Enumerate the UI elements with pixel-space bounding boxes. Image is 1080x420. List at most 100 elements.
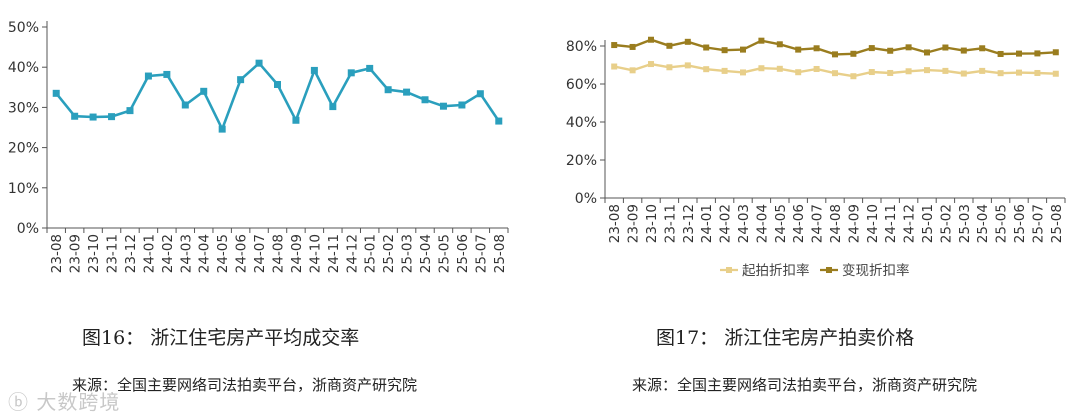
x-tick-label: 24-09: [846, 204, 862, 243]
y-tick-label: 60%: [566, 77, 597, 93]
x-tick-label: 24-05: [215, 234, 231, 273]
figure-17-title: 图17： 浙江住宅房产拍卖价格: [656, 327, 915, 349]
series-1-point: [832, 70, 838, 77]
x-tick-label: 23-08: [607, 204, 623, 243]
series-2-point: [703, 44, 710, 51]
x-tick-label: 25-02: [381, 234, 397, 273]
series-2-point: [960, 47, 967, 54]
x-tick-label: 24-02: [718, 204, 734, 243]
watermark-icon: ⓑ: [8, 390, 29, 414]
x-tick-label: 24-12: [902, 204, 918, 243]
series-1-point: [218, 125, 226, 133]
series-2-point: [813, 45, 820, 52]
y-tick-label: 0%: [17, 221, 39, 237]
series-2-point: [666, 42, 673, 49]
series-1-point: [347, 69, 355, 77]
chart-right: 0%20%40%60%80%23-08 23-09 23-10 23-11 23-12 2…: [566, 36, 1066, 279]
legend-label: 变现折扣率: [842, 262, 910, 279]
x-tick-label: 25-03: [400, 234, 416, 273]
x-tick-label: 24-01: [699, 204, 715, 243]
x-tick-label: 23-11: [105, 234, 121, 273]
series-1-point: [126, 107, 134, 115]
x-tick-label: 25-04: [418, 234, 434, 273]
series-2-point: [997, 50, 1004, 57]
y-tick-label: 40%: [566, 115, 597, 131]
x-tick-label: 24-04: [197, 234, 213, 273]
y-tick-label: 80%: [566, 39, 597, 55]
series-1-point: [813, 65, 820, 72]
figure-16-title: 图16： 浙江住宅房产平均成交率: [82, 327, 360, 349]
x-tick-label: 23-10: [644, 204, 660, 243]
x-tick-label: 25-07: [473, 234, 489, 273]
x-tick-label: 23-11: [662, 204, 678, 243]
series-2-point: [776, 41, 783, 48]
series-1-point: [666, 64, 673, 71]
legend-swatch-marker: [726, 267, 732, 273]
series-1-point: [71, 112, 79, 120]
series-2-point: [684, 38, 691, 45]
series-2-point: [887, 47, 894, 54]
x-tick-label: 25-02: [938, 204, 954, 243]
series-1-point: [868, 69, 875, 76]
series-1-point: [495, 117, 503, 125]
series-line-1: [55, 61, 500, 131]
series-1-point: [1034, 69, 1041, 76]
x-tick-label: 25-07: [1030, 204, 1046, 243]
y-tick-label: 10%: [8, 181, 39, 197]
x-tick-label: 24-10: [307, 234, 323, 273]
legend-swatch-marker: [826, 267, 832, 273]
series-1-point: [905, 68, 912, 75]
series-1-point: [108, 113, 116, 121]
x-tick-label: 25-08: [492, 234, 508, 273]
x-tick-label: 24-11: [883, 204, 899, 243]
series-1-point: [237, 76, 245, 84]
series-1-point: [979, 67, 986, 74]
watermark-logo: ⓑ 大数跨境: [8, 386, 120, 415]
series-1-point: [255, 59, 263, 67]
legend-item-1: 起拍折扣率: [720, 262, 810, 279]
x-tick-label: 23-12: [123, 234, 139, 273]
series-1-point: [439, 102, 447, 110]
x-tick-label: 25-01: [363, 234, 379, 273]
y-tick-label: 30%: [8, 100, 39, 116]
series-1-point: [163, 70, 171, 78]
series-2-point: [924, 49, 930, 56]
series-2-point: [832, 51, 838, 58]
x-tick-label: 24-12: [344, 234, 360, 273]
x-tick-label: 25-06: [1012, 204, 1028, 243]
x-tick-label: 23-10: [86, 234, 102, 273]
x-tick-label: 23-08: [49, 234, 65, 273]
x-tick-label: 25-01: [920, 204, 936, 243]
x-tick-label: 24-05: [773, 204, 789, 243]
series-1-point: [292, 116, 300, 124]
series-1-point: [740, 69, 746, 76]
series-1-point: [366, 64, 374, 72]
series-1-point: [403, 88, 411, 96]
x-tick-label: 24-10: [865, 204, 881, 243]
series-1-point: [629, 67, 636, 74]
watermark-text: 大数跨境: [36, 390, 121, 414]
series-2-point: [979, 45, 986, 52]
series-1-point: [997, 70, 1004, 77]
series-2-point: [740, 46, 746, 53]
x-tick-label: 24-06: [234, 234, 250, 273]
y-tick-label: 20%: [566, 153, 597, 169]
series-2-point: [648, 36, 654, 43]
series-1-point: [1016, 69, 1022, 76]
series-1-point: [611, 63, 618, 70]
x-tick-label: 24-08: [271, 234, 287, 273]
series-2-point: [795, 46, 802, 53]
series-2-point: [1052, 49, 1059, 56]
series-2-point: [1034, 50, 1041, 57]
x-tick-label: 24-09: [289, 234, 305, 273]
series-1-point: [181, 101, 189, 109]
y-tick-label: 50%: [8, 20, 39, 36]
series-1-point: [648, 61, 654, 68]
series-1-point: [850, 73, 857, 80]
series-1-point: [144, 72, 152, 80]
x-tick-label: 25-05: [994, 204, 1010, 243]
series-1-point: [887, 69, 894, 76]
series-1-point: [421, 96, 429, 104]
x-tick-label: 24-06: [791, 204, 807, 243]
series-2-point: [905, 44, 912, 51]
